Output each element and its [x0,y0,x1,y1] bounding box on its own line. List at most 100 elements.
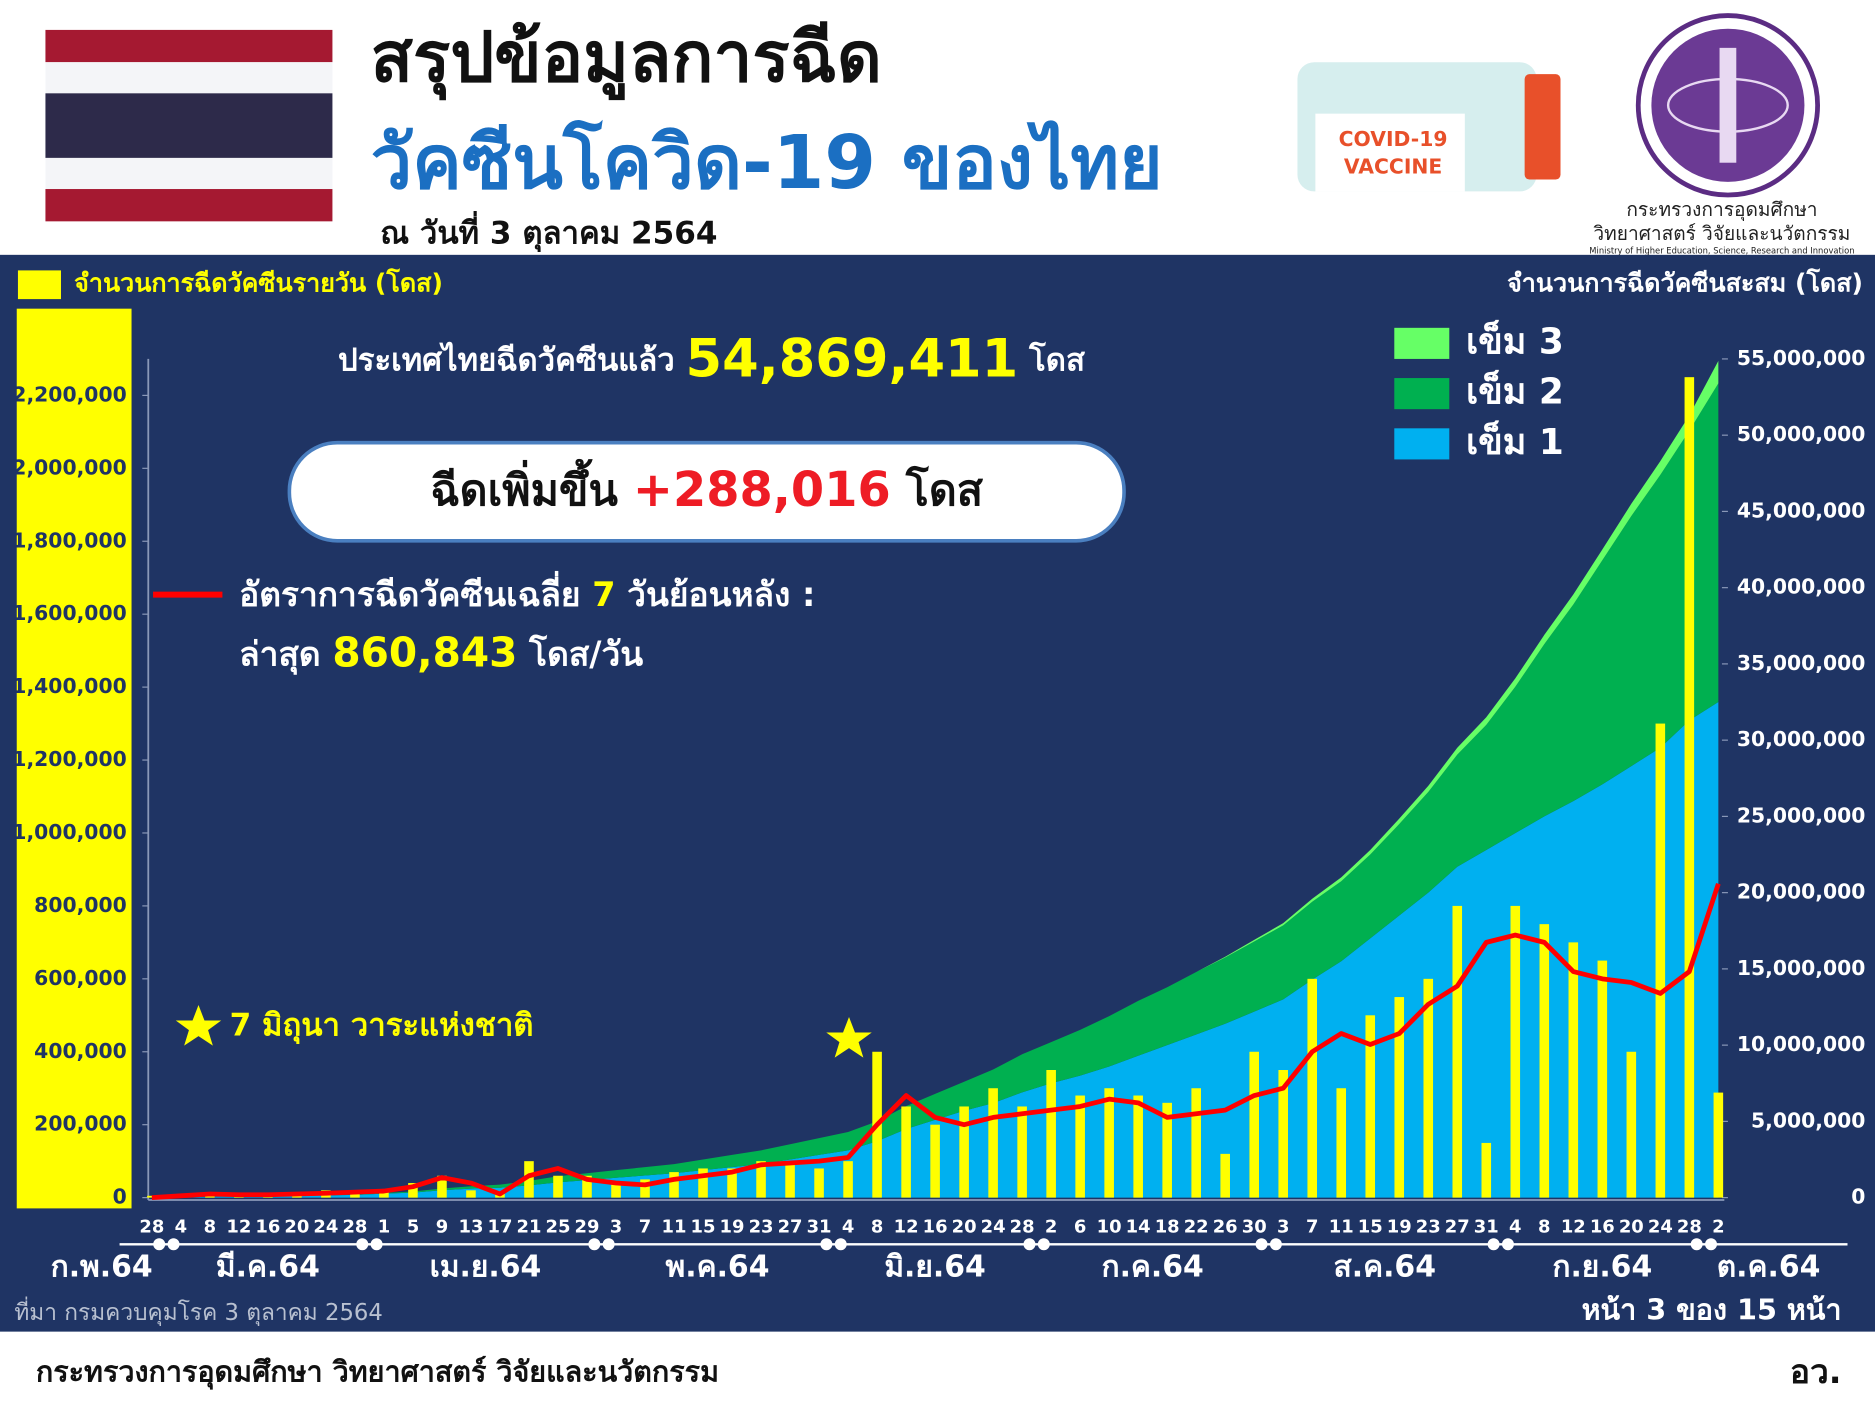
x-tick-label: 16 [923,1217,948,1238]
month-separator [1037,1238,1050,1251]
x-tick-label: 20 [284,1217,309,1238]
vaccine-graphic: COVID-19 VACCINE [1297,62,1561,192]
legend-label: เข็ม 3 [1466,318,1564,362]
x-tick-label: 31 [807,1217,832,1238]
subtitle: วัคซีนโควิด-19 ของไทย [371,119,1163,206]
latest-label: ล่าสุด [239,634,320,675]
x-tick-label: 17 [487,1217,512,1238]
x-tick-label: 30 [1242,1217,1267,1238]
bar [1104,1088,1114,1198]
bar [379,1190,389,1198]
thai-flag [45,29,333,222]
legend-swatch [1394,327,1450,359]
bar [843,1161,853,1198]
x-tick-label: 28 [1677,1217,1702,1238]
x-tick-label: 19 [1387,1217,1412,1238]
bar [930,1124,940,1198]
total-unit: โดส [1028,340,1085,378]
y2-tick-label: 50,000,000 [1737,422,1866,446]
bar [466,1190,476,1198]
vaccine-label: VACCINE [1344,154,1442,178]
x-tick-label: 18 [1155,1217,1180,1238]
x-tick-label: 27 [778,1217,803,1238]
bar [814,1168,824,1198]
ministry-name: กระทรวงการอุดมศึกษา [1626,198,1817,222]
x-tick-label: 2 [1712,1217,1724,1238]
bar [1713,1092,1724,1198]
y-tick-label: 0 [113,1185,127,1209]
x-tick-label: 28 [342,1217,367,1238]
bar [408,1183,418,1198]
bar [727,1168,737,1198]
month-label: เม.ย.64 [430,1250,542,1285]
bar [582,1175,592,1198]
month-label: ก.พ.64 [51,1250,153,1285]
latest-avg: ล่าสุด 860,843 โดส/วัน [239,629,643,677]
month-separator [1487,1238,1500,1251]
month-separator [834,1238,847,1251]
x-tick-label: 20 [1619,1217,1644,1238]
x-tick-label: 24 [313,1217,338,1238]
footer-ministry: กระทรวงการอุดมศึกษา วิทยาศาสตร์ วิจัยและ… [36,1354,719,1389]
y2-tick-label: 15,000,000 [1737,956,1866,980]
increase-text: ฉีดเพิ่มขึ้น +288,016 โดส [430,457,983,518]
plot: 0 200,000 400,000 600,000 800,000 1,000,000 1,… [12,318,1865,1237]
month-separator [602,1238,615,1251]
legend-label: จำนวนการฉีดวัคซีนรายวัน (โดส) [74,268,443,298]
x-tick-label: 7 [639,1217,651,1238]
month-separator [1705,1238,1718,1251]
bar [698,1168,708,1198]
x-tick-label: 31 [1474,1217,1499,1238]
x-tick-label: 29 [575,1217,600,1238]
x-tick-label: 8 [1538,1217,1550,1238]
bar [1510,905,1521,1198]
x-tick-label: 21 [517,1217,542,1238]
y-tick-label: 1,000,000 [12,820,126,844]
x-tick-label: 3 [1277,1217,1289,1238]
x-tick-label: 8 [204,1217,216,1238]
ministry-english: Ministry of Higher Education, Science, R… [1589,246,1854,256]
title: สรุปข้อมูลการฉีด [371,18,882,101]
bar [524,1161,534,1198]
y2-tick-label: 0 [1851,1185,1865,1209]
y-tick-label: 1,200,000 [12,747,126,771]
increase-label: ฉีดเพิ่มขึ้น [430,457,618,515]
x-tick-label: 13 [458,1217,483,1238]
y2-tick-label: 35,000,000 [1737,651,1866,675]
y-axis-band [16,308,132,1209]
legend-swatch [17,270,61,300]
bar [1365,1015,1376,1198]
x-tick-label: 16 [255,1217,280,1238]
month-label: มี.ค.64 [216,1250,320,1285]
y2-tick-label: 5,000,000 [1751,1108,1865,1132]
bar [553,1175,563,1198]
y-tick-label: 800,000 [34,893,127,917]
star-icon [175,1005,222,1046]
legend-label: เข็ม 1 [1466,419,1564,463]
bar [785,1161,795,1198]
x-tick-label: 25 [546,1217,571,1238]
latest-unit: โดส/วัน [528,634,643,673]
month-label: ต.ค.64 [1717,1250,1821,1285]
bar [901,1106,911,1198]
legend-swatch [1394,378,1450,410]
x-tick-label: 27 [1445,1217,1470,1238]
y2-tick-label: 30,000,000 [1737,727,1866,751]
y2-tick-label: 45,000,000 [1737,498,1866,522]
x-tick-label: 11 [1329,1217,1354,1238]
bar [988,1088,998,1198]
month-separator [1690,1238,1703,1251]
x-tick-label: 20 [952,1217,977,1238]
y-tick-label: 1,600,000 [12,601,126,625]
bar [1655,723,1666,1198]
month-label: ก.ค.64 [1101,1250,1203,1285]
annotation: 7 มิถุนา วาระแห่งชาติ [230,1008,534,1045]
x-tick-label: 26 [1213,1217,1238,1238]
bar [1191,1088,1201,1198]
avg-line [151,882,1721,1201]
month-label: ก.ย.64 [1552,1250,1652,1285]
x-tick-label: 7 [1306,1217,1318,1238]
bar [350,1192,360,1198]
